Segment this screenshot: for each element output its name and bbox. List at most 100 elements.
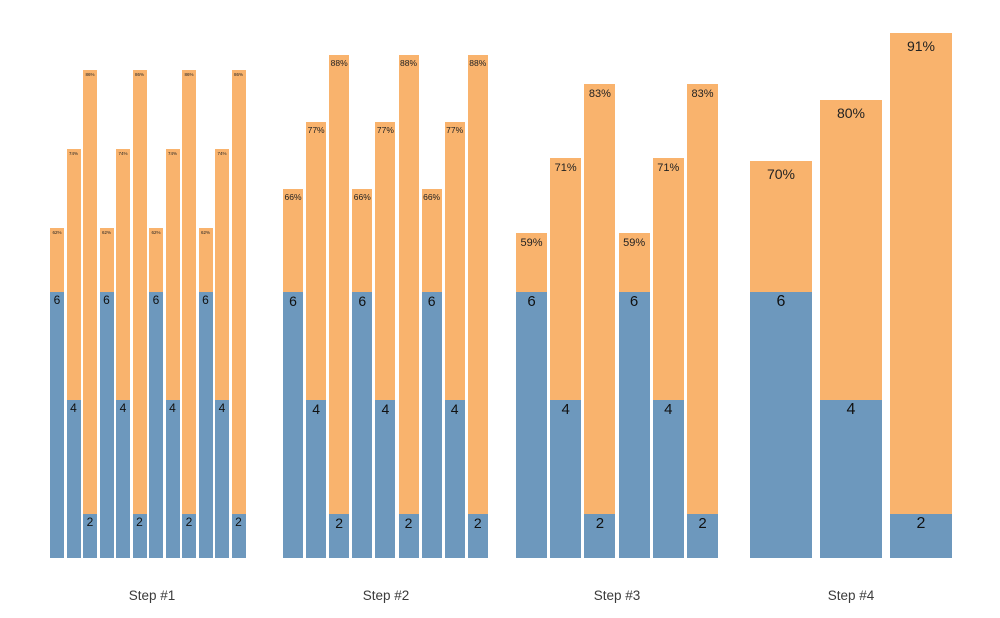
bar-3-1: 59% 6 <box>516 0 547 618</box>
bar-segment-kept <box>83 514 97 558</box>
bar-segment-reroll <box>467 55 488 514</box>
bar-segment-kept <box>165 400 180 558</box>
bar-segment-reroll <box>198 228 213 292</box>
pct-label: 88% <box>469 58 487 68</box>
bar-segment-reroll <box>149 228 163 292</box>
unit-label: 6 <box>776 293 786 310</box>
bar-1-5: 74% 4 <box>116 0 130 618</box>
bar-segment-reroll <box>132 70 147 514</box>
pct-label: 77% <box>307 125 325 135</box>
bar-2-9: 88% 2 <box>467 0 488 618</box>
bar-1-7: 62% 6 <box>149 0 163 618</box>
pct-label: 74% <box>118 151 128 156</box>
pct-label: 71% <box>554 162 577 174</box>
bar-2-8: 77% 4 <box>444 0 465 618</box>
pct-label: 88% <box>330 58 348 68</box>
bar-1-3: 86% 2 <box>83 0 97 618</box>
unit-label: 4 <box>312 401 320 417</box>
pct-label: 86% <box>233 72 244 77</box>
bar-1-2: 74% 4 <box>66 0 81 618</box>
bar-segment-kept <box>149 292 163 558</box>
pct-label: 80% <box>836 105 866 121</box>
bar-segment-reroll <box>116 149 130 400</box>
bar-2-6: 88% 2 <box>398 0 419 618</box>
unit-label: 4 <box>218 401 226 415</box>
bar-1-12: 86% 2 <box>231 0 246 618</box>
pct-label: 74% <box>68 151 79 156</box>
bar-segment-kept <box>375 400 396 558</box>
bar-3-2: 71% 4 <box>550 0 582 618</box>
pct-label: 66% <box>284 192 302 202</box>
unit-label: 6 <box>527 293 536 310</box>
unit-label: 6 <box>53 293 61 307</box>
bar-segment-reroll <box>231 70 246 514</box>
bar-segment-reroll <box>618 233 650 292</box>
bar-segment-kept <box>329 514 350 558</box>
bar-4-1: 70% 6 <box>750 0 812 618</box>
bar-segment-kept <box>516 292 547 558</box>
bar-3-3: 83% 2 <box>584 0 616 618</box>
bar-segment-reroll <box>421 189 442 292</box>
bar-3-4: 59% 6 <box>618 0 650 618</box>
bar-segment-kept <box>444 400 465 558</box>
unit-label: 2 <box>473 515 482 531</box>
bar-segment-reroll <box>283 189 303 292</box>
bar-segment-kept <box>231 514 246 558</box>
bar-1-4: 62% 6 <box>99 0 114 618</box>
unit-label: 6 <box>103 293 110 307</box>
pct-label: 59% <box>520 237 543 249</box>
bar-segment-kept <box>550 400 582 558</box>
bar-segment-kept <box>618 292 650 558</box>
bar-segment-reroll <box>516 233 547 292</box>
bar-1-9: 86% 2 <box>182 0 196 618</box>
bar-segment-kept <box>99 292 114 558</box>
bar-segment-reroll <box>66 149 81 400</box>
unit-label: 4 <box>119 401 127 415</box>
bar-segment-kept <box>132 514 147 558</box>
bar-1-8: 74% 4 <box>165 0 180 618</box>
pct-label: 91% <box>906 38 936 54</box>
pct-label: 66% <box>353 192 371 202</box>
step-label-1: Step #1 <box>128 588 176 603</box>
pct-label: 62% <box>151 230 161 235</box>
bar-segment-reroll <box>352 189 373 292</box>
bar-segment-kept <box>352 292 373 558</box>
pct-label: 66% <box>423 192 441 202</box>
unit-label: 2 <box>335 515 344 531</box>
bar-segment-reroll <box>890 33 952 514</box>
bar-2-5: 77% 4 <box>375 0 396 618</box>
bar-segment-reroll <box>820 100 882 400</box>
step-label-4: Step #4 <box>827 588 875 603</box>
pct-label: 86% <box>134 72 145 77</box>
unit-label: 4 <box>846 401 856 418</box>
bar-segment-reroll <box>83 70 97 514</box>
unit-label: 6 <box>202 293 209 307</box>
bar-segment-kept <box>652 400 684 558</box>
unit-label: 4 <box>381 401 390 417</box>
bar-segment-kept <box>215 400 229 558</box>
bar-1-10: 62% 6 <box>198 0 213 618</box>
bar-segment-reroll <box>375 122 396 400</box>
pct-label: 86% <box>184 72 194 77</box>
bar-segment-kept <box>750 292 812 558</box>
bar-4-3: 91% 2 <box>890 0 952 618</box>
bar-segment-kept <box>820 400 882 558</box>
pct-label: 74% <box>167 151 178 156</box>
step-label-3: Step #3 <box>593 588 641 603</box>
bar-segment-kept <box>687 514 718 558</box>
bar-segment-reroll <box>444 122 465 400</box>
pct-label: 62% <box>101 230 112 235</box>
bar-segment-reroll <box>306 122 327 400</box>
unit-label: 2 <box>185 515 193 529</box>
pct-label: 86% <box>85 72 95 77</box>
bar-segment-kept <box>198 292 213 558</box>
bar-2-1: 66% 6 <box>283 0 303 618</box>
bar-segment-kept <box>182 514 196 558</box>
pct-label: 77% <box>376 125 394 135</box>
bar-segment-reroll <box>652 158 684 400</box>
unit-label: 4 <box>664 401 673 418</box>
bar-segment-reroll <box>165 149 180 400</box>
bar-segment-reroll <box>329 55 350 514</box>
unit-label: 6 <box>427 293 436 309</box>
